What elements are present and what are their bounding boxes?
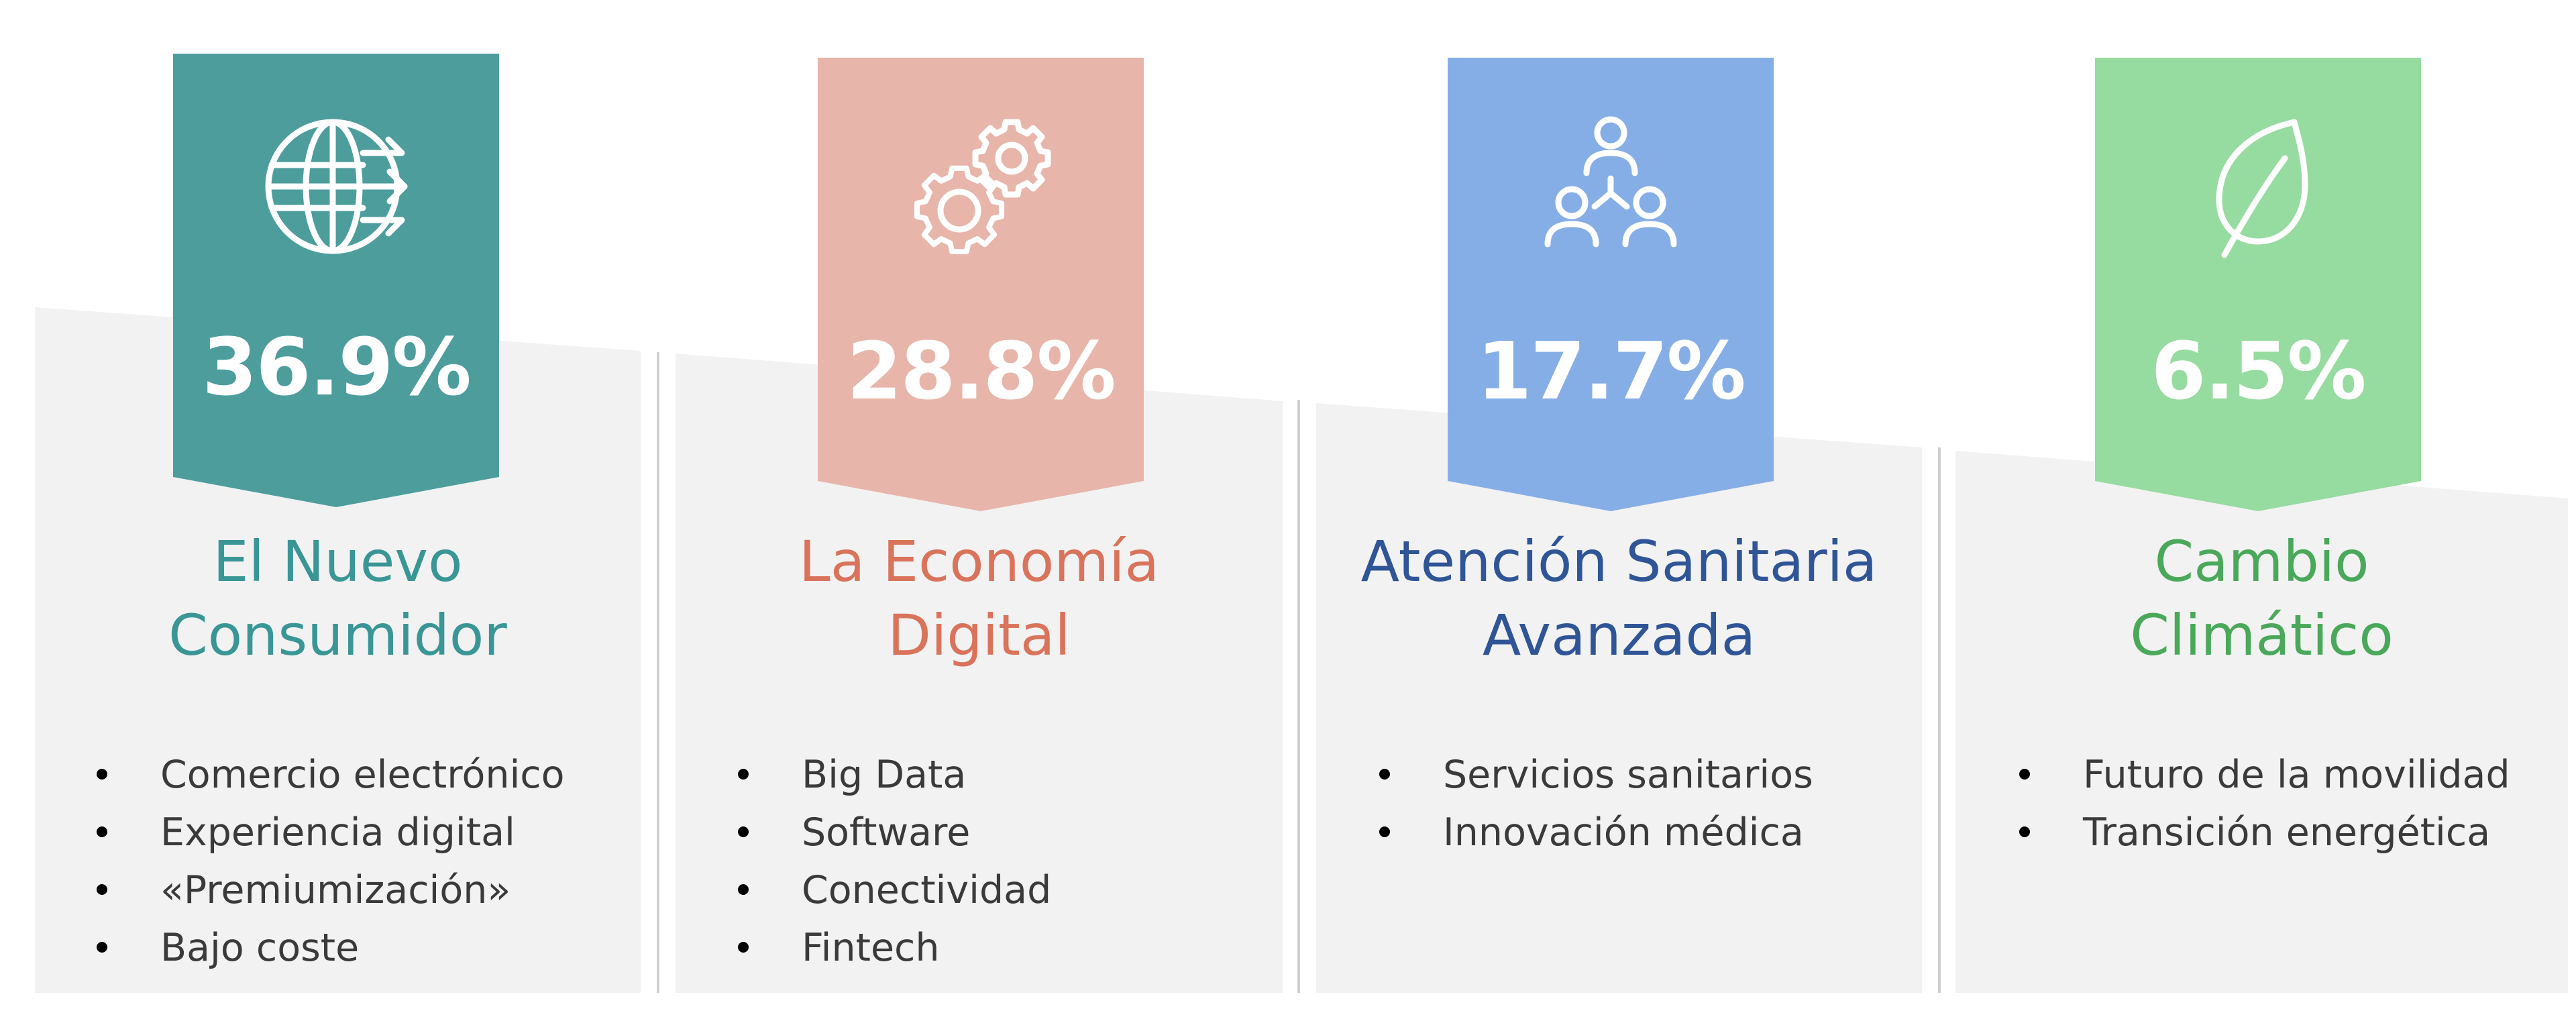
- list-item-text: Conectividad: [802, 868, 1052, 912]
- column-title: La Economía Digital: [676, 525, 1283, 672]
- list-item-text: Big Data: [802, 753, 967, 797]
- leaf-icon: [2184, 111, 2332, 266]
- banner-shape: [2095, 58, 2421, 511]
- people-network-icon: [1537, 111, 1684, 266]
- column-title: Atención Sanitaria Avanzada: [1316, 525, 1922, 672]
- globe-arrows-icon: [262, 107, 410, 262]
- divider-3: [1938, 447, 1941, 993]
- percentage: 28.8%: [847, 325, 1116, 417]
- bullet-dot: [1379, 826, 1390, 837]
- bullet-dot: [97, 769, 107, 780]
- bullet-dot: [97, 826, 107, 837]
- column-economia-digital: 28.8% La Economía Digital Big Data Softw…: [676, 0, 1283, 1019]
- column-title: Cambio Climático: [1955, 525, 2568, 672]
- panel-3: [1316, 403, 1922, 993]
- panel-2: [676, 354, 1283, 993]
- bullet-dot: [738, 884, 749, 895]
- banner: 36.9%: [173, 54, 499, 507]
- list-item: «Premiumización»: [97, 861, 565, 919]
- list-item: Innovación médica: [1379, 804, 1813, 861]
- title-line-2: Digital: [888, 602, 1071, 668]
- list-item: Futuro de la movilidad: [2019, 746, 2510, 804]
- list-item-text: Fintech: [802, 926, 940, 970]
- bullet-list: Futuro de la movilidad Transición energé…: [2019, 746, 2510, 861]
- banner-shape: [1448, 58, 1774, 511]
- bullet-dot: [1379, 769, 1390, 780]
- banner: 28.8%: [818, 58, 1144, 511]
- banner-shape: [173, 54, 499, 507]
- banner-shape: [818, 58, 1144, 511]
- bullet-dot: [97, 942, 107, 953]
- percentage: 17.7%: [1477, 325, 1746, 417]
- title-line-2: Avanzada: [1482, 602, 1756, 668]
- title-line-1: Atención Sanitaria: [1360, 529, 1878, 594]
- list-item-text: Comercio electrónico: [160, 753, 565, 797]
- list-item-text: «Premiumización»: [160, 868, 511, 912]
- list-item-text: Futuro de la movilidad: [2083, 753, 2510, 797]
- bullet-list: Big Data Software Conectividad Fintech: [738, 746, 1051, 977]
- column-title: El Nuevo Consumidor: [35, 525, 641, 672]
- divider-1: [657, 352, 659, 993]
- title-line-1: La Economía: [799, 529, 1159, 594]
- list-item: Transición energética: [2019, 804, 2510, 861]
- panel-4: [1955, 451, 2568, 993]
- banner-fill: [818, 58, 1144, 511]
- title-line-1: El Nuevo: [213, 529, 463, 594]
- divider-2: [1297, 400, 1300, 993]
- banner: 17.7%: [1448, 58, 1774, 511]
- list-item: Experiencia digital: [97, 804, 565, 861]
- list-item: Comercio electrónico: [97, 746, 565, 804]
- gears-icon: [907, 111, 1055, 266]
- banner: 6.5%: [2095, 58, 2421, 511]
- list-item: Bajo coste: [97, 919, 565, 977]
- list-item-text: Software: [802, 810, 971, 855]
- list-item: Fintech: [738, 919, 1051, 977]
- list-item: Conectividad: [738, 861, 1051, 919]
- banner-fill: [173, 54, 499, 507]
- bullet-list: Servicios sanitarios Innovación médica: [1379, 746, 1813, 861]
- title-line-2: Consumidor: [168, 602, 507, 668]
- percentage: 6.5%: [2151, 325, 2366, 417]
- column-nuevo-consumidor: 36.9% El Nuevo Consumidor Comercio elect…: [35, 0, 641, 1019]
- bullet-dot: [2019, 826, 2030, 837]
- bullet-dot: [738, 769, 749, 780]
- title-line-1: Cambio: [2154, 529, 2369, 594]
- list-item-text: Experiencia digital: [160, 810, 515, 855]
- bullet-list: Comercio electrónico Experiencia digital…: [97, 746, 565, 977]
- list-item: Servicios sanitarios: [1379, 746, 1813, 804]
- column-cambio-climatico: 6.5% Cambio Climático Futuro de la movil…: [1955, 0, 2568, 1019]
- bullet-dot: [97, 884, 107, 895]
- banner-fill: [2095, 58, 2421, 511]
- percentage: 36.9%: [202, 321, 471, 413]
- list-item: Big Data: [738, 746, 1051, 804]
- bullet-dot: [2019, 769, 2030, 780]
- column-atencion-sanitaria: 17.7% Atención Sanitaria Avanzada Servic…: [1316, 0, 1922, 1019]
- bullet-dot: [738, 826, 749, 837]
- bullet-dot: [738, 942, 749, 953]
- list-item-text: Transición energética: [2083, 810, 2491, 855]
- list-item-text: Servicios sanitarios: [1443, 753, 1813, 797]
- list-item: Software: [738, 804, 1051, 861]
- banner-fill: [1448, 58, 1774, 511]
- list-item-text: Innovación médica: [1443, 810, 1804, 855]
- list-item-text: Bajo coste: [160, 926, 360, 970]
- title-line-2: Climático: [2130, 602, 2394, 668]
